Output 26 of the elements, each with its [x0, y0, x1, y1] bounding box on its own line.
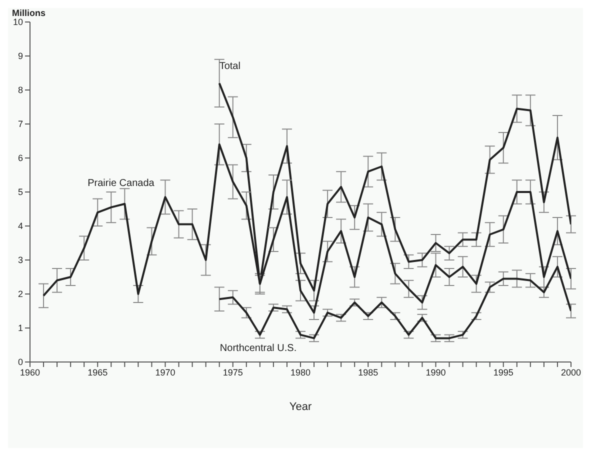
y-axis-title: Millions — [12, 8, 46, 18]
x-tick-label: 1975 — [222, 367, 243, 378]
y-tick-label: 3 — [18, 255, 23, 266]
y-tick-label: 2 — [18, 289, 23, 300]
line-series — [218, 266, 571, 340]
y-tick-label: 4 — [18, 221, 23, 232]
y-tick-label: 0 — [18, 357, 23, 368]
x-tick-label: 1960 — [20, 367, 40, 378]
y-tick-label: 8 — [18, 85, 23, 96]
series-label: Prairie Canada — [88, 178, 154, 190]
x-tick-label: 1970 — [155, 367, 176, 378]
x-tick-label: 2000 — [560, 367, 582, 378]
y-tick-label: 10 — [12, 17, 23, 28]
x-tick-label: 1990 — [426, 367, 446, 378]
y-tick-label: 9 — [18, 51, 23, 62]
x-tick-label: 1980 — [290, 367, 311, 378]
series-label: Total — [219, 61, 240, 72]
x-axis-title: Year — [289, 401, 312, 413]
y-tick-label: 7 — [18, 119, 23, 130]
x-tick-label: 1965 — [88, 367, 108, 378]
y-tick-label: 6 — [18, 153, 23, 164]
x-tick-label: 1985 — [358, 367, 378, 378]
y-tick-label: 5 — [18, 187, 23, 198]
series-label: Northcentral U.S. — [220, 342, 297, 354]
x-tick-label: 1995 — [493, 367, 514, 378]
y-tick-label: 1 — [18, 323, 23, 334]
